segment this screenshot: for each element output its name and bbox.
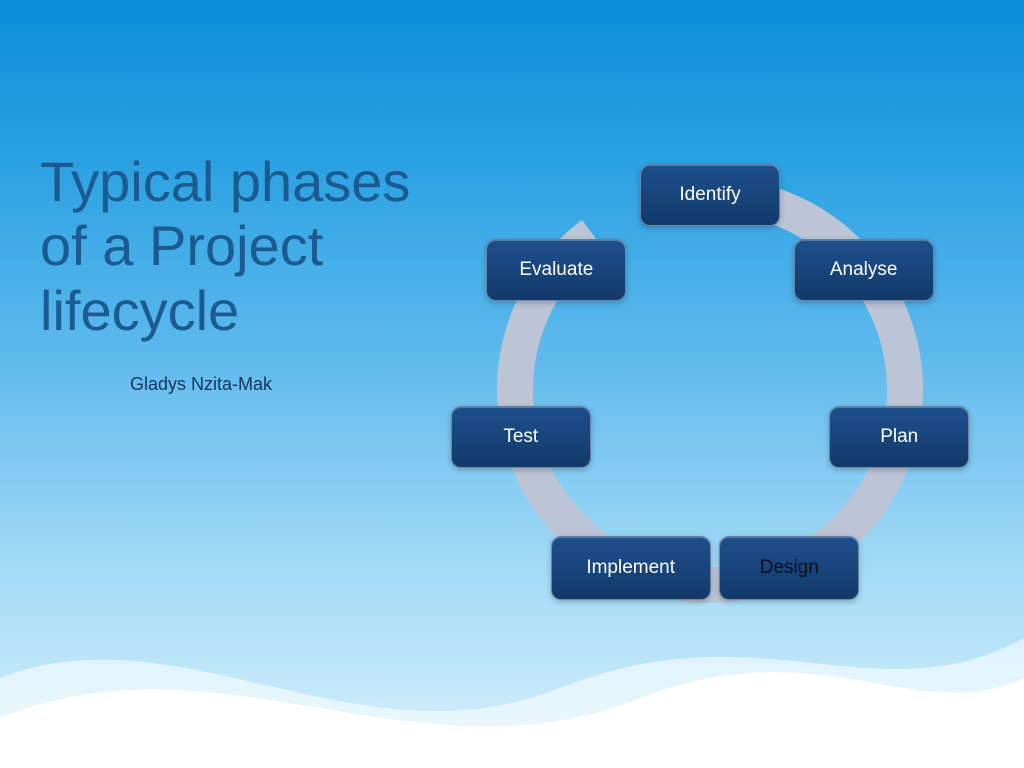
slide-title: Typical phases of a Project lifecycle [40,150,410,343]
phase-plan: Plan [829,406,969,468]
phase-analyse: Analyse [794,239,934,301]
title-line-3: lifecycle [40,279,410,343]
phase-design: Design [719,536,859,600]
title-line-2: of a Project [40,214,410,278]
lifecycle-diagram: IdentifyAnalyse Plan DesignImplement Test Ev… [430,110,990,670]
phase-test: Test [451,406,591,468]
phase-identify: Identify [640,164,780,226]
slide-stage: Typical phases of a Project lifecycle Gl… [0,0,1024,768]
title-line-1: Typical phases [40,150,410,214]
slide-author: Gladys Nzita-Mak [130,374,272,395]
phase-evaluate: Evaluate [486,239,626,301]
phase-implement: Implement [551,536,711,600]
